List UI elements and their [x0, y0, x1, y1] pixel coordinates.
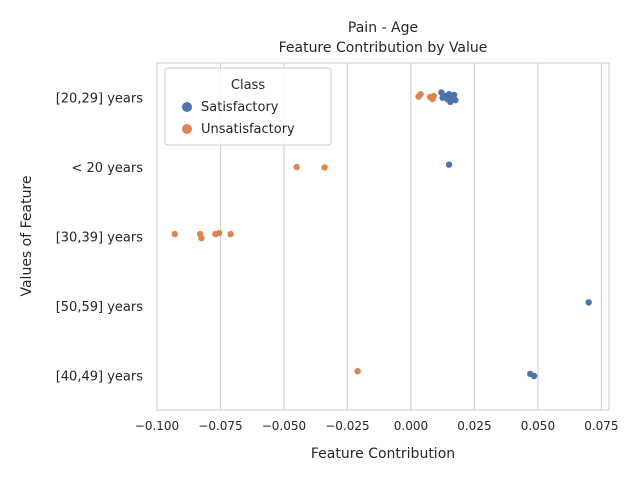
chart-subtitle: Feature Contribution by Value: [279, 40, 488, 56]
y-tick-label: [30,39] years: [56, 231, 143, 246]
y-tick-label: [50,59] years: [56, 300, 143, 315]
data-point-unsatisfactory: [417, 91, 424, 98]
legend-marker-unsatisfactory: [182, 124, 192, 134]
legend: Class Satisfactory Unsatisfactory: [164, 67, 332, 146]
x-tick-label: 0.000: [394, 419, 428, 433]
data-point-satisfactory: [445, 161, 453, 168]
data-point-unsatisfactory: [171, 230, 178, 238]
x-axis-ticks: −0.100 −0.075 −0.050 −0.025 0.000 0.025 0.050 0…: [135, 419, 619, 433]
data-points: [171, 89, 592, 380]
plot-frame: [156, 62, 610, 411]
data-point-unsatisfactory: [354, 367, 361, 375]
data-point-unsatisfactory: [198, 235, 205, 242]
y-tick-label: [40,49] years: [56, 369, 143, 384]
data-point-satisfactory: [585, 299, 592, 306]
x-tick-label: −0.025: [325, 419, 369, 433]
data-point-unsatisfactory: [293, 163, 300, 171]
legend-label-unsatisfactory: Unsatisfactory: [201, 122, 295, 137]
x-axis-label: Feature Contribution: [311, 446, 455, 462]
data-point-satisfactory: [452, 96, 459, 104]
legend-label-satisfactory: Satisfactory: [201, 100, 279, 115]
legend-title: Class: [231, 78, 265, 93]
data-point-unsatisfactory: [216, 229, 223, 237]
x-tick-label: −0.100: [135, 419, 179, 433]
x-tick-label: 0.075: [584, 419, 618, 433]
data-point-unsatisfactory: [430, 92, 437, 100]
data-point-satisfactory: [530, 372, 538, 380]
chart-title: Pain - Age: [348, 20, 418, 36]
y-axis-label: Values of Feature: [19, 175, 35, 296]
x-tick-label: 0.050: [521, 419, 555, 433]
y-tick-label: [20,29] years: [56, 92, 143, 107]
legend-marker-satisfactory: [182, 102, 192, 112]
legend-frame: [164, 67, 332, 146]
x-tick-label: −0.050: [262, 419, 306, 433]
data-point-unsatisfactory: [321, 164, 328, 171]
data-point-unsatisfactory: [227, 230, 234, 238]
y-tick-label: < 20 years: [72, 161, 144, 176]
x-tick-label: 0.025: [457, 419, 491, 433]
y-axis-ticks: [20,29] years < 20 years [30,39] years [50,…: [56, 92, 143, 385]
x-tick-label: −0.075: [198, 419, 242, 433]
data-point-satisfactory: [450, 91, 458, 99]
